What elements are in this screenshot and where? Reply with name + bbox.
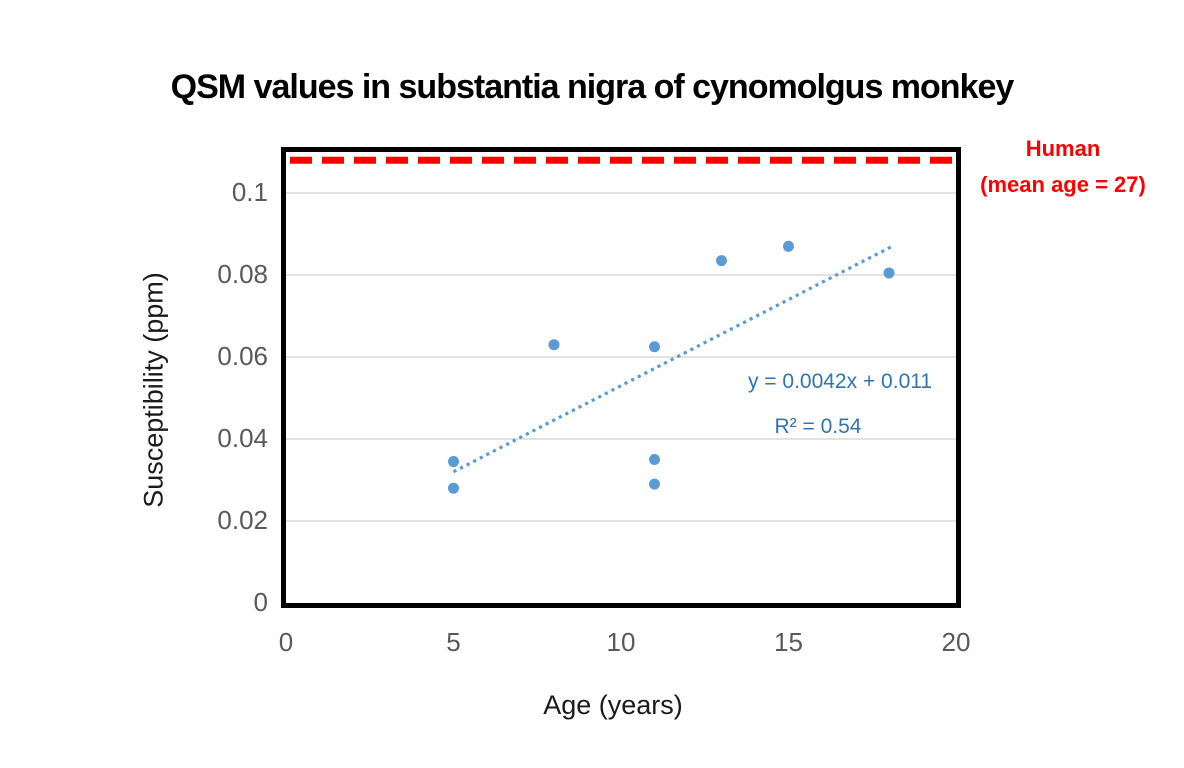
x-axis-title: Age (years)	[543, 690, 683, 720]
human-reference-label-line1: Human	[1025, 136, 1101, 161]
chart-title: QSM values in substantia nigra of cynomo…	[170, 68, 1015, 106]
plot-area	[281, 147, 961, 608]
x-tick-label: 5	[446, 627, 461, 657]
x-tick-label: 15	[774, 627, 803, 657]
y-axis-title: Susceptibility (ppm)	[138, 272, 169, 508]
scatter-point	[649, 454, 660, 465]
r-squared-label: R² = 0.54	[774, 415, 862, 438]
trendline-equation-label: y = 0.0042x + 0.011	[747, 370, 933, 393]
x-tick-label: 0	[278, 627, 294, 657]
scatter-point	[448, 482, 459, 494]
scatter-point	[883, 267, 895, 279]
human-reference-label-line2: (mean age = 27)	[980, 172, 1146, 197]
scatter-point	[448, 456, 459, 468]
scatter-point	[783, 240, 794, 252]
y-tick-label: 0.06	[217, 340, 268, 371]
human-reference-label: Human (mean age = 27)	[962, 131, 1164, 203]
y-tick-label: 0.08	[217, 258, 268, 289]
y-tick-label: 0.04	[217, 422, 268, 453]
scatter-plot-svg	[286, 156, 956, 522]
scatter-point	[548, 339, 560, 351]
y-tick-label: 0.1	[231, 176, 268, 207]
trendline	[452, 244, 894, 474]
y-tick-label: 0	[253, 586, 268, 617]
scatter-point	[649, 478, 660, 490]
scatter-point	[716, 255, 727, 267]
y-tick-label: 0.02	[217, 504, 268, 535]
x-tick-label: 20	[941, 627, 971, 657]
scatter-point	[649, 341, 660, 353]
x-tick-label: 10	[606, 627, 636, 657]
